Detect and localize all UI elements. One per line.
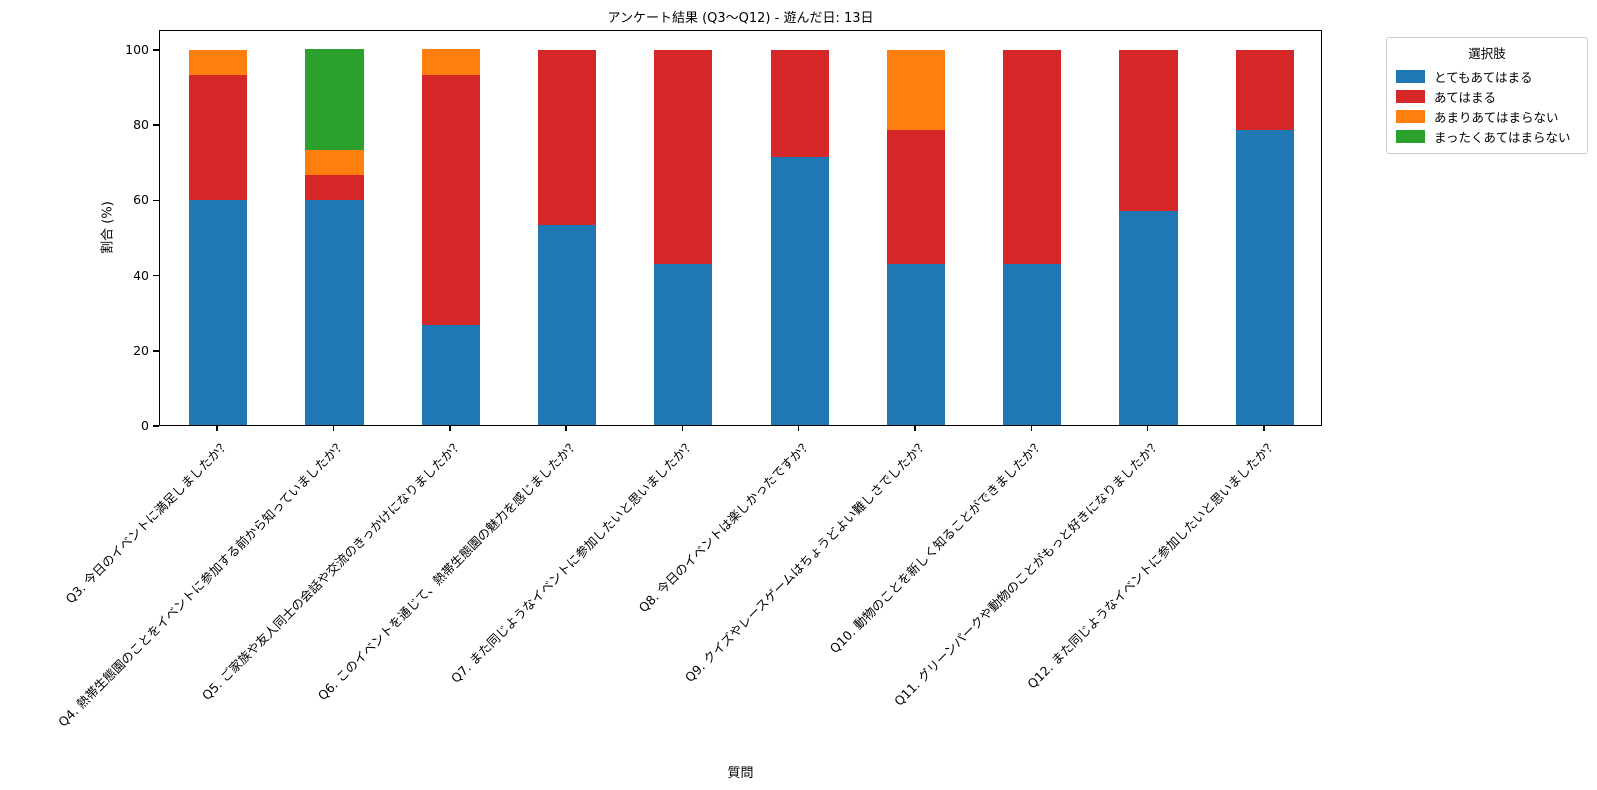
bar-segment: [1119, 49, 1178, 211]
y-tick-label: 100: [125, 42, 149, 57]
x-tick-label: Q6. このイベントを通じて、熱帯生態園の魅力を感じましたか？: [314, 436, 582, 704]
bar-segment: [1119, 210, 1178, 426]
x-tick-label: Q9. クイズやレースゲームはちょうどよい難しさでしたか？: [681, 436, 931, 685]
x-tick-mark: [1146, 426, 1149, 431]
bar-segment: [1235, 49, 1294, 131]
bar-segment: [886, 130, 946, 265]
y-tick-mark: [153, 199, 159, 202]
x-tick-label: Q5. ご家族や友人同士の会話や交流のきっかけになりましたか？: [198, 436, 466, 703]
x-tick-mark: [797, 426, 800, 431]
bar-segment: [189, 199, 248, 426]
legend-item: まったくあてはまらない: [1396, 126, 1578, 146]
legend-label: あまりあてはまらない: [1434, 109, 1559, 125]
y-tick-mark: [153, 49, 159, 51]
bar-segment: [421, 325, 480, 426]
legend-item: あまりあてはまらない: [1396, 106, 1578, 126]
bar-segment: [886, 264, 946, 426]
x-tick-mark: [332, 426, 335, 431]
legend: 選択肢 とてもあてはまる あてはまるあまりあてはまらない まったくあてはまらない: [1386, 37, 1588, 154]
legend-label: あてはまる: [1434, 89, 1497, 105]
bar-segment: [305, 174, 364, 200]
bar-segment: [421, 49, 480, 75]
x-tick-mark: [565, 426, 567, 431]
bar-segment: [537, 49, 597, 225]
bar-segment: [537, 224, 597, 426]
legend-swatch: [1396, 109, 1425, 123]
y-tick-label: 80: [133, 117, 149, 133]
y-tick-label: 20: [133, 342, 149, 358]
bar-segment: [305, 49, 364, 150]
bar-segment: [1003, 264, 1062, 426]
y-tick-mark: [153, 425, 159, 427]
x-tick-mark: [681, 426, 684, 431]
legend-items: とてもあてはまる あてはまるあまりあてはまらない まったくあてはまらない: [1396, 66, 1578, 146]
bar-segment: [770, 156, 829, 426]
x-tick-label: Q10. 動物のことを新しく知ることができましたか？: [826, 436, 1047, 657]
x-axis-label: 質問: [727, 766, 754, 781]
bar-segment: [189, 74, 248, 200]
x-tick-label: Q11. グリーンパークや動物のことがもっと好きになりましたか？: [890, 436, 1164, 709]
legend-swatch: [1396, 69, 1425, 83]
x-tick-mark: [216, 426, 218, 431]
legend-item: とてもあてはまる: [1396, 66, 1578, 86]
legend-title: 選択肢: [1468, 46, 1506, 61]
bar-segment: [770, 49, 829, 157]
bar-segment: [654, 264, 713, 426]
legend-swatch: [1396, 89, 1425, 103]
bar-segment: [1235, 130, 1294, 426]
y-tick-mark: [153, 274, 159, 277]
y-tick-mark: [153, 124, 159, 126]
y-tick-label: 0: [141, 418, 149, 433]
y-tick-label: 60: [133, 192, 149, 208]
bar-segment: [654, 49, 713, 265]
chart-title: アンケート結果 (Q3〜Q12) - 遊んだ日: 13日: [607, 11, 874, 26]
x-tick-label: Q7. また同じようなイベントに参加したいと思いましたか？: [448, 436, 699, 686]
legend-item: あてはまる: [1396, 86, 1578, 106]
x-tick-label: Q12. また同じようなイベントに参加したいと思いましたか？: [1024, 436, 1280, 692]
bar-segment: [421, 74, 480, 326]
bar-segment: [189, 49, 248, 75]
y-tick-label: 40: [133, 267, 149, 283]
legend-label: まったくあてはまらない: [1434, 129, 1571, 145]
legend-label: とてもあてはまる: [1434, 69, 1533, 85]
bar-segment: [886, 49, 946, 131]
bar-segment: [305, 149, 364, 175]
bar-segment: [1003, 49, 1062, 265]
plot-area: [159, 30, 1322, 426]
x-tick-mark: [1030, 426, 1032, 431]
x-tick-mark: [1263, 426, 1265, 431]
bar-segment: [305, 199, 364, 426]
legend-swatch: [1396, 129, 1425, 143]
x-tick-mark: [914, 426, 916, 431]
x-tick-mark: [449, 426, 451, 431]
y-tick-mark: [153, 350, 159, 352]
